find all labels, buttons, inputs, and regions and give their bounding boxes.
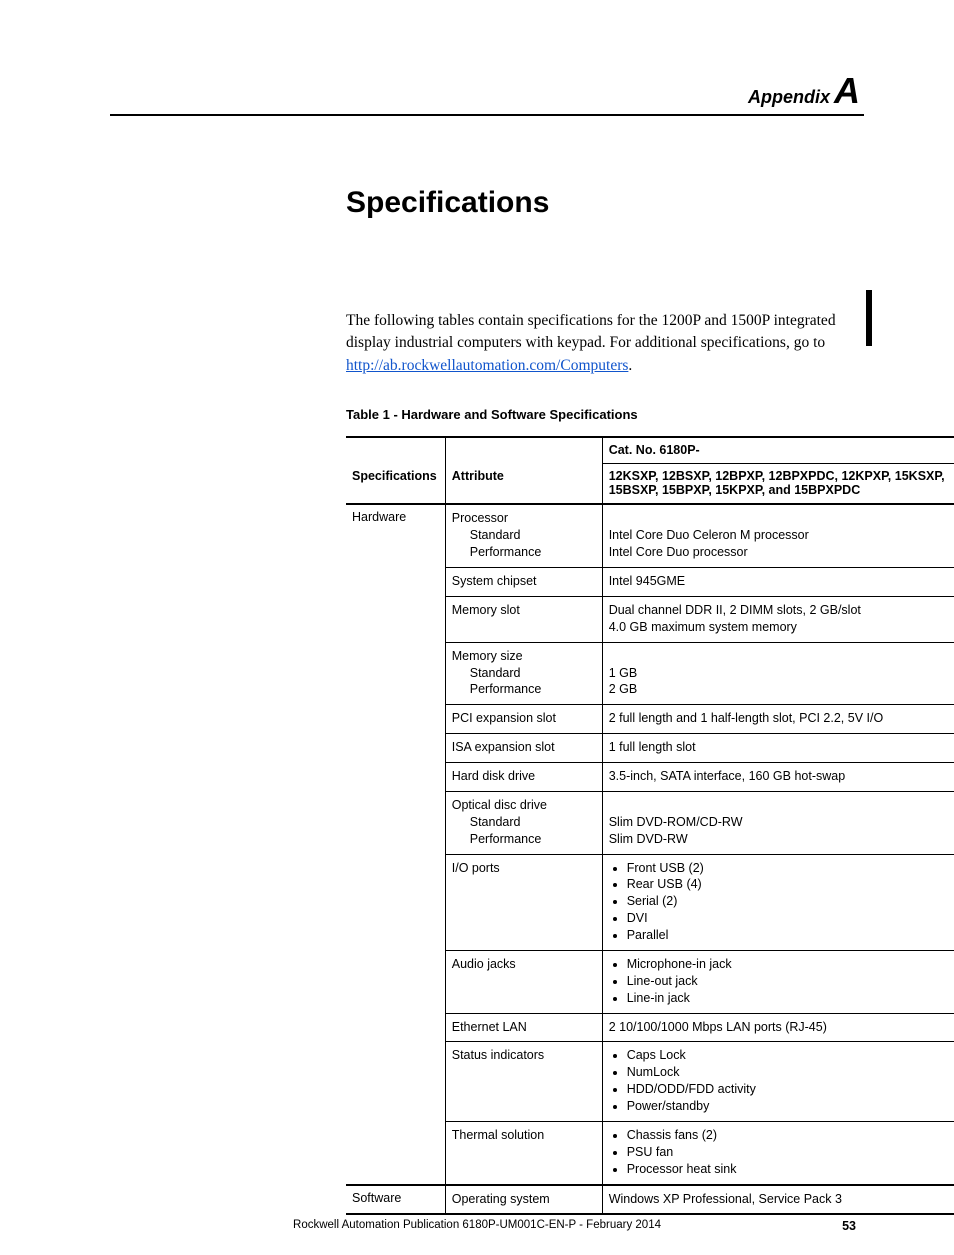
- attribute-cell: ProcessorStandardPerformance: [445, 504, 602, 567]
- th-attribute: Attribute: [445, 464, 602, 505]
- attribute-cell: Ethernet LAN: [445, 1013, 602, 1042]
- attribute-cell: Operating system: [445, 1185, 602, 1215]
- th-models: 12KSXP, 12BSXP, 12BPXP, 12BPXPDC, 12KPXP…: [602, 464, 954, 505]
- attribute-cell: Optical disc driveStandardPerformance: [445, 791, 602, 854]
- attribute-cell: PCI expansion slot: [445, 705, 602, 734]
- intro-text-after: .: [628, 357, 632, 374]
- attribute-cell: Memory sizeStandardPerformance: [445, 642, 602, 705]
- group-label: Hardware: [346, 504, 445, 1184]
- appendix-label: AppendixA: [110, 70, 864, 112]
- value-cell: 1 GB2 GB: [602, 642, 954, 705]
- value-cell: Microphone-in jackLine-out jackLine-in j…: [602, 950, 954, 1013]
- value-cell: Slim DVD-ROM/CD-RWSlim DVD-RW: [602, 791, 954, 854]
- table-caption: Table 1 - Hardware and Software Specific…: [346, 407, 864, 422]
- page-title: Specifications: [346, 186, 864, 220]
- value-cell: Windows XP Professional, Service Pack 3: [602, 1185, 954, 1215]
- value-cell: 1 full length slot: [602, 734, 954, 763]
- intro-paragraph: The following tables contain specificati…: [346, 310, 864, 377]
- header-rule: [110, 114, 864, 116]
- th-blank-2: [445, 437, 602, 464]
- intro-text-before: The following tables contain specificati…: [346, 312, 836, 351]
- attribute-cell: Status indicators: [445, 1042, 602, 1122]
- group-label: Software: [346, 1185, 445, 1215]
- attribute-cell: I/O ports: [445, 854, 602, 950]
- attribute-cell: Hard disk drive: [445, 763, 602, 792]
- spec-table-body: HardwareProcessorStandardPerformance Int…: [346, 504, 954, 1214]
- th-catno: Cat. No. 6180P-: [602, 437, 954, 464]
- value-cell: 3.5-inch, SATA interface, 160 GB hot-swa…: [602, 763, 954, 792]
- value-cell: 2 10/100/1000 Mbps LAN ports (RJ-45): [602, 1013, 954, 1042]
- value-cell: Front USB (2)Rear USB (4)Serial (2)DVIPa…: [602, 854, 954, 950]
- attribute-cell: Thermal solution: [445, 1121, 602, 1184]
- appendix-letter: A: [834, 70, 860, 111]
- th-specifications: Specifications: [346, 464, 445, 505]
- footer-publication: Rockwell Automation Publication 6180P-UM…: [293, 1219, 661, 1231]
- value-cell: Dual channel DDR II, 2 DIMM slots, 2 GB/…: [602, 596, 954, 642]
- attribute-cell: ISA expansion slot: [445, 734, 602, 763]
- spec-table: Cat. No. 6180P- Specifications Attribute…: [346, 436, 954, 1215]
- attribute-cell: Audio jacks: [445, 950, 602, 1013]
- value-cell: Intel Core Duo Celeron M processorIntel …: [602, 504, 954, 567]
- value-cell: 2 full length and 1 half-length slot, PC…: [602, 705, 954, 734]
- value-cell: Intel 945GME: [602, 568, 954, 597]
- footer-page-number: 53: [842, 1219, 856, 1233]
- intro-link[interactable]: http://ab.rockwellautomation.com/Compute…: [346, 357, 628, 374]
- value-cell: Caps LockNumLockHDD/ODD/FDD activityPowe…: [602, 1042, 954, 1122]
- th-blank-1: [346, 437, 445, 464]
- appendix-word: Appendix: [748, 87, 830, 107]
- change-bar: [866, 290, 872, 346]
- page-header: AppendixA: [110, 70, 864, 116]
- value-cell: Chassis fans (2)PSU fanProcessor heat si…: [602, 1121, 954, 1184]
- page-footer: Rockwell Automation Publication 6180P-UM…: [0, 1219, 954, 1231]
- attribute-cell: System chipset: [445, 568, 602, 597]
- attribute-cell: Memory slot: [445, 596, 602, 642]
